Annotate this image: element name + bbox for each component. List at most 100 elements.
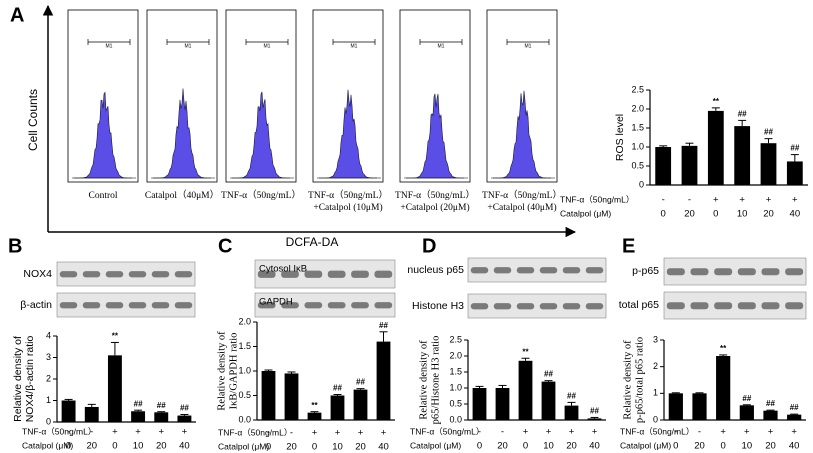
bar <box>692 393 707 420</box>
blot-band <box>714 268 733 276</box>
treatment-value: - <box>688 195 691 206</box>
treatment-value: + <box>381 428 387 439</box>
blot-label: Histone H3 <box>412 300 464 312</box>
bar <box>668 393 683 420</box>
treatment-value: 0 <box>312 442 317 453</box>
treatment-value: + <box>713 195 719 206</box>
bar <box>376 341 391 420</box>
sample-label: +Catalpol (10μM) <box>313 202 382 213</box>
significance: ** <box>720 344 727 353</box>
significance: ** <box>713 97 720 106</box>
treatment-value: + <box>739 195 745 206</box>
gate-label: M1 <box>106 43 113 49</box>
blot-band <box>562 267 581 274</box>
blot-band <box>785 268 804 276</box>
sample-label: TNF-α（50ng/mL） <box>395 189 475 201</box>
bar <box>107 355 122 422</box>
blot-label: GAPDH <box>259 297 293 308</box>
treatment-label: Catalpol (μM) <box>218 441 269 451</box>
treatment-value: - <box>478 427 481 438</box>
sample-label: TNF-α（50ng/mL） <box>308 189 388 201</box>
blot-band <box>714 302 733 310</box>
blot-band <box>281 270 299 278</box>
blot-band <box>151 302 170 309</box>
treatment-value: + <box>792 195 798 206</box>
significance: ## <box>157 401 166 410</box>
y-tick-label: 2.0 <box>238 316 251 326</box>
treatment-label: Catalpol (μM) <box>560 208 611 218</box>
significance: ** <box>112 332 119 341</box>
treatment-label: TNF-α（50ng/mL） <box>560 194 634 204</box>
bar <box>564 405 579 420</box>
blot-band <box>539 303 558 310</box>
treatment-value: + <box>744 427 750 438</box>
y-axis-label: Relative density of <box>12 336 24 422</box>
treatment-value: - <box>67 427 70 438</box>
histogram <box>232 91 290 179</box>
significance: ## <box>356 378 365 387</box>
y-tick-label: 0.0 <box>238 414 251 424</box>
blot-band <box>690 268 709 276</box>
y-tick-label: 0 <box>639 179 644 189</box>
treatment-value: 10 <box>543 441 554 452</box>
blot-band <box>516 267 535 274</box>
panel-letter: A <box>10 4 24 26</box>
flow-y-label: Cell Counts <box>26 89 40 151</box>
treatment-value: + <box>523 427 529 438</box>
y-axis-label: Relative density of <box>622 340 633 420</box>
gate-label: M1 <box>264 43 271 49</box>
y-tick-label: 0 <box>46 416 51 426</box>
blot-band <box>151 271 170 278</box>
treatment-value: - <box>290 428 293 439</box>
significance: ## <box>134 399 143 408</box>
treatment-value: - <box>674 427 677 438</box>
treatment-label: TNF-α（50ng/mL） <box>410 426 484 436</box>
bar <box>655 147 672 185</box>
blot-band <box>82 271 101 278</box>
treatment-value: 20 <box>86 441 97 452</box>
blot-band <box>493 267 512 274</box>
y-tick-label: 1.0 <box>449 382 462 392</box>
blot-label: NOX4 <box>23 268 52 280</box>
blot-band <box>737 302 756 310</box>
significance: ## <box>590 407 599 416</box>
panel-letter: D <box>422 235 436 257</box>
histogram <box>74 91 132 179</box>
y-tick-label: 0.0 <box>449 414 462 424</box>
blot-band <box>327 302 346 309</box>
treatment-value: 40 <box>790 209 801 220</box>
bar <box>131 411 146 422</box>
blot-band <box>374 270 393 278</box>
significance: ## <box>379 321 388 330</box>
treatment-label: Catalpol (μM) <box>22 440 73 450</box>
treatment-value: 10 <box>742 441 753 452</box>
treatment-value: 0 <box>477 441 482 452</box>
blot-band <box>737 268 756 276</box>
bar <box>541 381 556 420</box>
histogram-frame <box>225 9 297 183</box>
y-axis-label: IκB/GAPDH ratio <box>228 333 239 410</box>
blot-band <box>257 302 276 309</box>
treatment-value: 10 <box>332 442 343 453</box>
y-tick-label: 2 <box>653 361 658 371</box>
blot-band <box>174 271 193 278</box>
panel-letter: B <box>8 235 22 257</box>
blot <box>56 261 196 287</box>
bar <box>353 389 368 420</box>
significance: ## <box>180 404 189 413</box>
blot-band <box>304 270 323 278</box>
treatment-value: 20 <box>684 209 695 220</box>
bar <box>307 412 322 420</box>
blot <box>467 257 607 283</box>
histogram <box>319 89 377 179</box>
bar <box>177 415 192 422</box>
treatment-value: 20 <box>156 441 167 452</box>
histogram <box>406 93 464 179</box>
y-tick-label: 1.5 <box>631 122 644 132</box>
bar <box>763 410 778 420</box>
blot <box>56 292 196 318</box>
blot-band <box>585 267 604 274</box>
sample-label: Catalpol（40μM） <box>145 189 219 201</box>
blot-band <box>761 268 780 276</box>
